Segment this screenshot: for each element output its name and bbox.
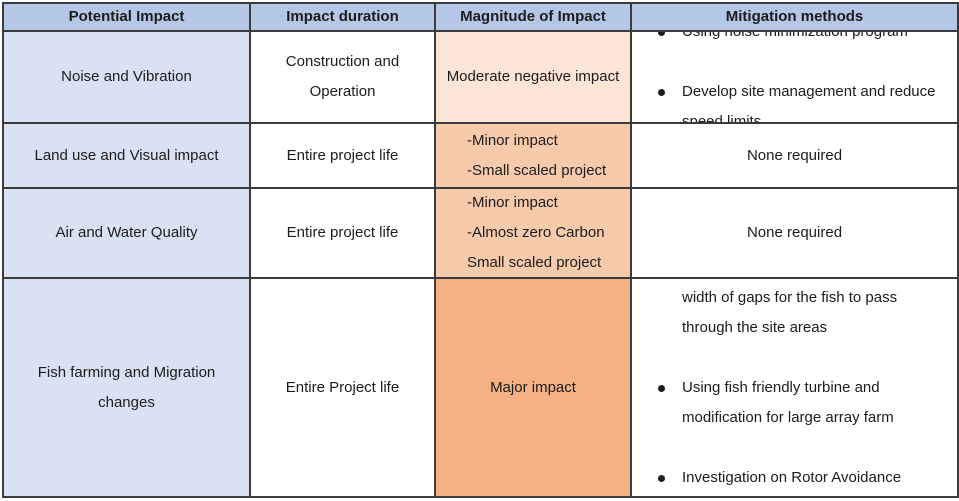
list-item: Develop site management and reduce speed… [658,77,949,124]
duration-cell-land-use: Entire project life [251,124,436,189]
impact-cell-air-water: Air and Water Quality [4,189,251,279]
impact-cell-fish-farming: Fish farming and Migration changes [4,279,251,496]
mitigation-bullet-text: Using noise minimization program [682,32,908,47]
mitigation-bullet-list: Adopting the best practice on the width … [658,279,949,496]
header-cell-magnitude-of-impact: Magnitude of Impact [436,4,632,32]
duration-cell-air-water: Entire project life [251,189,436,279]
duration-cell-fish-farming: Entire Project life [251,279,436,496]
mitigation-cell-fish-farming: Adopting the best practice on the width … [632,279,957,496]
impact-cell-land-use: Land use and Visual impact [4,124,251,189]
magnitude-cell-land-use: -Minor impact -Small scaled project [436,124,632,189]
mitigation-cell-noise-vibration: Using noise minimization program Develop… [632,32,957,124]
mitigation-bullet-text: Develop site management and reduce speed… [682,83,936,124]
magnitude-cell-air-water: -Minor impact -Almost zero Carbon Small … [436,189,632,279]
list-item: Adopting the best practice on the width … [658,279,949,343]
bullet-icon [658,32,665,36]
list-item: Investigation on Rotor Avoidance Zone [658,463,949,497]
list-item: Using fish friendly turbine and modifica… [658,373,949,433]
magnitude-cell-noise-vibration: Moderate negative impact [436,32,632,124]
mitigation-cell-air-water: None required [632,189,957,279]
header-cell-impact-duration: Impact duration [251,4,436,32]
header-cell-mitigation-methods: Mitigation methods [632,4,957,32]
bullet-icon [658,384,665,392]
mitigation-bullet-list: Using noise minimization program Develop… [658,32,949,124]
mitigation-bullet-text: Investigation on Rotor Avoidance Zone [682,468,902,486]
bullet-icon [658,89,665,96]
magnitude-cell-fish-farming: Major impact [436,279,632,496]
bullet-icon [658,474,665,482]
mitigation-cell-land-use: None required [632,124,957,189]
header-cell-potential-impact: Potential Impact [4,4,251,32]
mitigation-bullet-text: Adopting the best practice on the width … [682,288,898,336]
list-item: Using noise minimization program [658,32,949,47]
duration-cell-noise-vibration: Construction and Operation [251,32,436,124]
impact-cell-noise-vibration: Noise and Vibration [4,32,251,124]
mitigation-bullet-text: Using fish friendly turbine and modifica… [682,378,894,426]
